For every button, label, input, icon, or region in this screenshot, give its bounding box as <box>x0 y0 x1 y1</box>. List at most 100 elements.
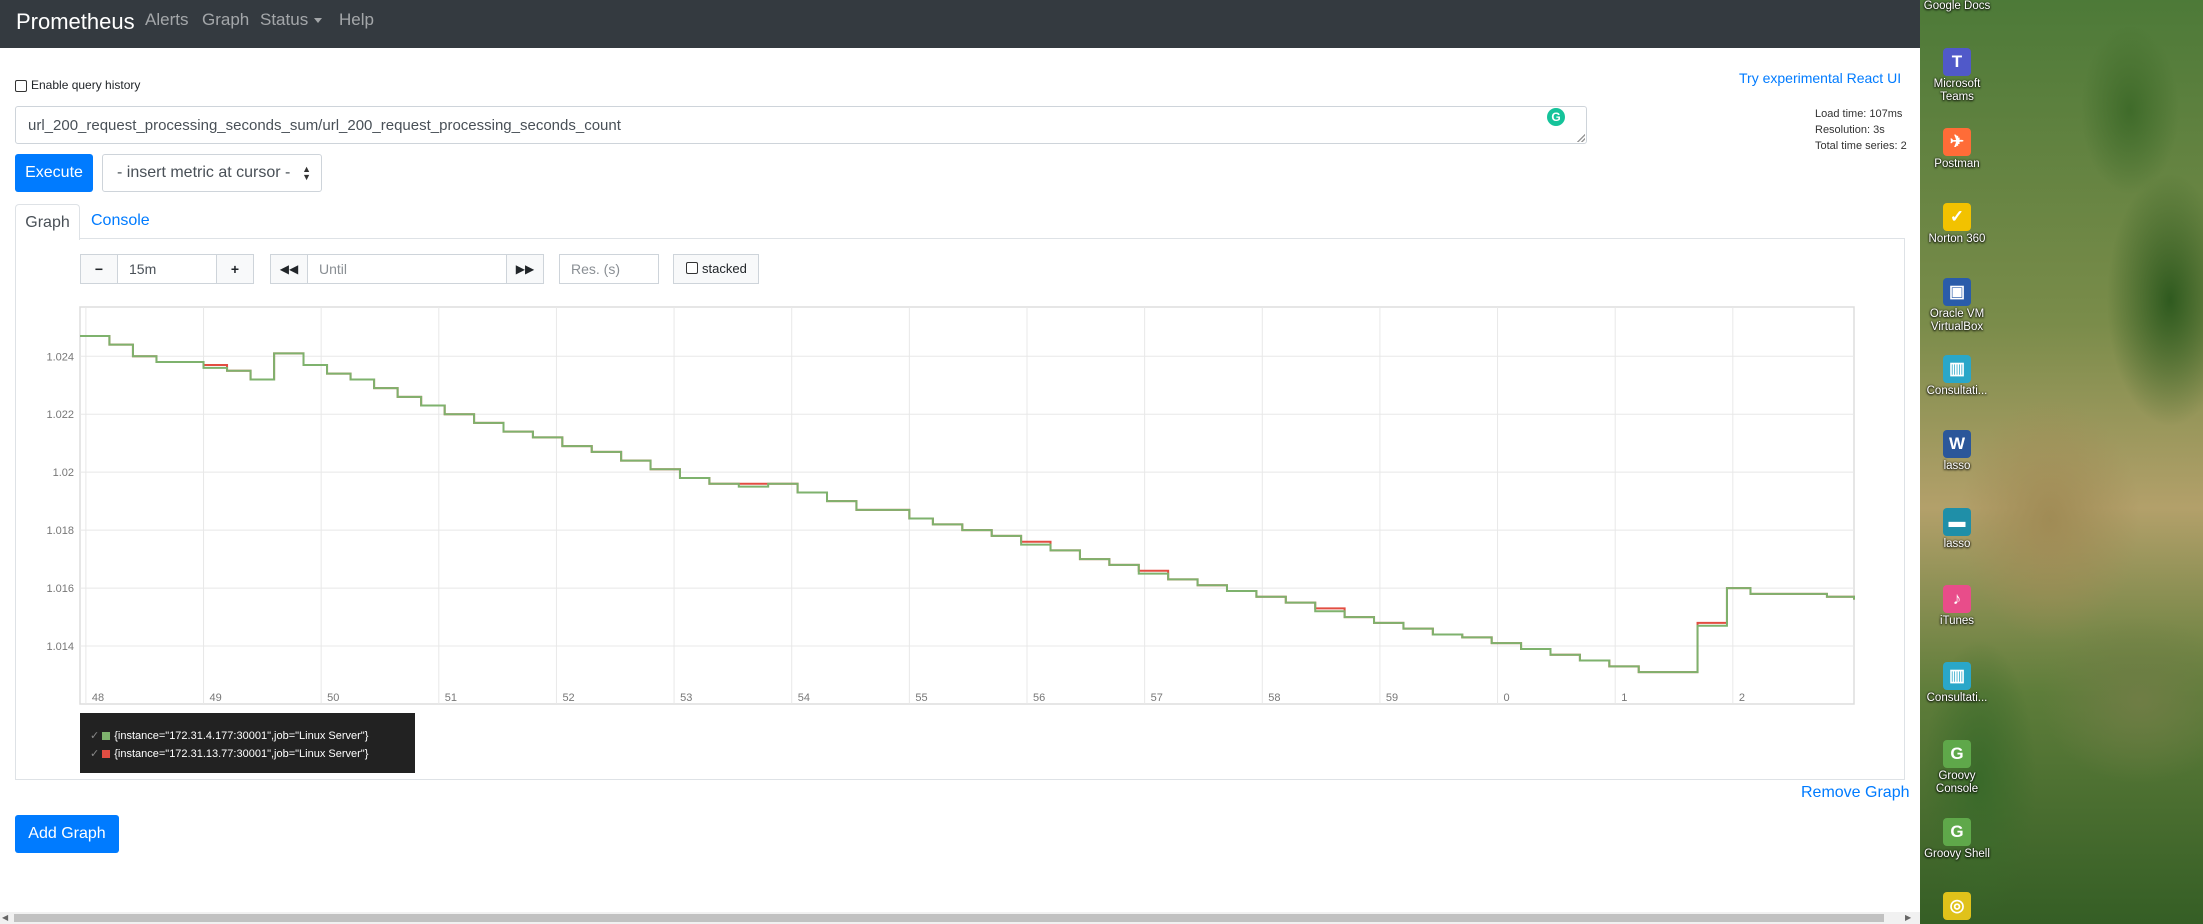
horizontal-scrollbar[interactable]: ◀ ▶ <box>0 912 1920 924</box>
desktop-icon[interactable]: ▥ Consultati... <box>1920 662 1994 705</box>
desktop-icon[interactable]: G Groovy Shell <box>1920 818 1994 861</box>
x-tick-label: 52 <box>562 692 574 704</box>
y-tick-label: 1.018 <box>46 525 74 537</box>
groovy-icon: G <box>1943 740 1971 768</box>
legend-label-1: {instance="172.31.4.177:30001",job="Linu… <box>114 730 369 742</box>
desktop-icon-label: Oracle VM VirtualBox <box>1929 308 1985 333</box>
stacked-toggle[interactable]: stacked <box>673 254 759 284</box>
virtualbox-icon: ▣ <box>1943 278 1971 306</box>
desktop-icon-label: Norton 360 <box>1928 233 1986 245</box>
checkmark-icon: ✓ <box>90 730 100 742</box>
scroll-left-icon[interactable]: ◀ <box>2 913 9 922</box>
execute-button[interactable]: Execute <box>15 154 93 192</box>
resize-grip-icon[interactable] <box>1577 134 1585 142</box>
book-icon: ▥ <box>1943 355 1971 383</box>
desktop-icon-label: Microsoft Teams <box>1933 78 1981 103</box>
graph-chart[interactable]: 1.014 1.016 1.018 1.02 1.022 1.024 48 49 50 51 52… <box>34 302 1866 714</box>
range-increase-button[interactable]: + <box>216 254 254 284</box>
range-input[interactable]: 15m <box>117 254 217 284</box>
teams-icon: T <box>1943 48 1971 76</box>
desktop-icon[interactable]: G Groovy Console <box>1920 740 1994 796</box>
x-tick-label: 59 <box>1386 692 1398 704</box>
time-back-button[interactable]: ◀◀ <box>270 254 308 284</box>
desktop-icon[interactable]: Google Docs <box>1920 0 1994 13</box>
insert-metric-select[interactable]: - insert metric at cursor - ▲ ▼ <box>102 154 322 192</box>
desktop-icon[interactable]: ▣ Oracle VM VirtualBox <box>1920 278 1994 334</box>
nav-help[interactable]: Help <box>339 10 374 29</box>
nav-status-label: Status <box>260 10 309 29</box>
book-icon: ▥ <box>1943 662 1971 690</box>
tab-graph[interactable]: Graph <box>15 204 80 240</box>
desktop-icon-label: Consultati... <box>1926 385 1988 397</box>
nav-alerts[interactable]: Alerts <box>145 10 189 29</box>
scroll-right-icon[interactable]: ▶ <box>1905 913 1912 922</box>
desktop-icon-label: Groovy Shell <box>1924 848 1990 860</box>
x-tick-label: 56 <box>1033 692 1045 704</box>
word-icon: W <box>1943 430 1971 458</box>
chart-legend: ✓ {instance="172.31.4.177:30001",job="Lin… <box>80 713 415 773</box>
y-tick-label: 1.014 <box>46 641 74 653</box>
x-tick-label: 57 <box>1151 692 1163 704</box>
desktop-icon[interactable]: ✓ Norton 360 <box>1920 203 1994 246</box>
stacked-checkbox[interactable] <box>686 262 698 274</box>
nav-status[interactable]: Status <box>260 10 323 30</box>
add-graph-button[interactable]: Add Graph <box>15 815 119 853</box>
until-input[interactable]: Until <box>307 254 507 284</box>
y-axis: 1.014 1.016 1.018 1.02 1.022 1.024 <box>46 351 74 653</box>
resolution-text: Resolution: 3s <box>1815 124 1885 136</box>
itunes-icon: ♪ <box>1943 585 1971 613</box>
y-tick-label: 1.022 <box>46 409 74 421</box>
plot-area <box>79 306 1855 705</box>
chart-series <box>80 334 1855 674</box>
tab-console[interactable]: Console <box>91 212 150 229</box>
legend-swatch-red <box>102 750 111 759</box>
x-tick-label: 50 <box>327 692 339 704</box>
desktop-icon[interactable]: ▬ lasso <box>1920 508 1994 551</box>
insert-metric-label: - insert metric at cursor - <box>117 164 291 181</box>
series-line-2 <box>80 334 1855 674</box>
load-time: Load time: 107ms <box>1815 108 1903 120</box>
chevron-down-icon <box>314 18 323 24</box>
remove-graph-link[interactable]: Remove Graph <box>1801 784 1910 801</box>
brand-logo[interactable]: Prometheus <box>16 9 135 34</box>
query-history-label: Enable query history <box>31 78 141 92</box>
x-tick-label: 54 <box>798 692 810 704</box>
norton-icon: ✓ <box>1943 203 1971 231</box>
x-tick-label: 53 <box>680 692 692 704</box>
legend-item-2[interactable]: ✓ {instance="172.31.13.77:30001",job="Lin… <box>90 747 368 760</box>
stacked-label: stacked <box>702 261 747 276</box>
scrollbar-thumb[interactable] <box>14 914 1884 922</box>
grammarly-icon[interactable]: G <box>1547 108 1565 126</box>
x-tick-label: 55 <box>915 692 927 704</box>
x-axis: 48 49 50 51 52 53 54 55 56 57 58 59 0 1 2 <box>92 692 1745 704</box>
expression-input[interactable]: url_200_request_processing_seconds_sum/u… <box>15 106 1587 144</box>
resolution-input[interactable]: Res. (s) <box>559 254 659 284</box>
legend-label-2: {instance="172.31.13.77:30001",job="Linu… <box>114 748 369 760</box>
series-line-1 <box>80 334 1855 674</box>
react-ui-link[interactable]: Try experimental React UI <box>1739 70 1902 86</box>
expression-text: url_200_request_processing_seconds_sum/u… <box>28 117 621 134</box>
query-history-checkbox[interactable] <box>15 80 27 92</box>
legend-item-1[interactable]: ✓ {instance="172.31.4.177:30001",job="Lin… <box>90 729 368 742</box>
nav-graph[interactable]: Graph <box>202 10 250 29</box>
desktop-icon[interactable]: ✈ Postman <box>1920 128 1994 171</box>
range-decrease-button[interactable]: − <box>80 254 118 284</box>
desktop-icon[interactable]: T Microsoft Teams <box>1920 48 1994 104</box>
target-icon: ◎ <box>1943 892 1971 920</box>
checkmark-icon: ✓ <box>90 748 100 760</box>
y-tick-label: 1.024 <box>46 351 74 363</box>
navbar: Prometheus Alerts Graph Status Help <box>0 0 1920 48</box>
desktop-icon-label: lasso <box>1943 460 1971 472</box>
x-tick-label: 1 <box>1621 692 1627 704</box>
x-tick-label: 48 <box>92 692 104 704</box>
legend-swatch-green <box>102 732 111 741</box>
desktop-icon[interactable]: ◎ <box>1920 892 1994 920</box>
desktop-icon-label: Groovy Console <box>1935 770 1979 795</box>
x-tick-label: 49 <box>210 692 222 704</box>
prometheus-window: Prometheus Alerts Graph Status Help Enab… <box>0 0 1920 924</box>
desktop-icon-label: Postman <box>1934 158 1980 170</box>
desktop-icon[interactable]: ♪ iTunes <box>1920 585 1994 628</box>
desktop-icon[interactable]: ▥ Consultati... <box>1920 355 1994 398</box>
time-forward-button[interactable]: ▶▶ <box>506 254 544 284</box>
